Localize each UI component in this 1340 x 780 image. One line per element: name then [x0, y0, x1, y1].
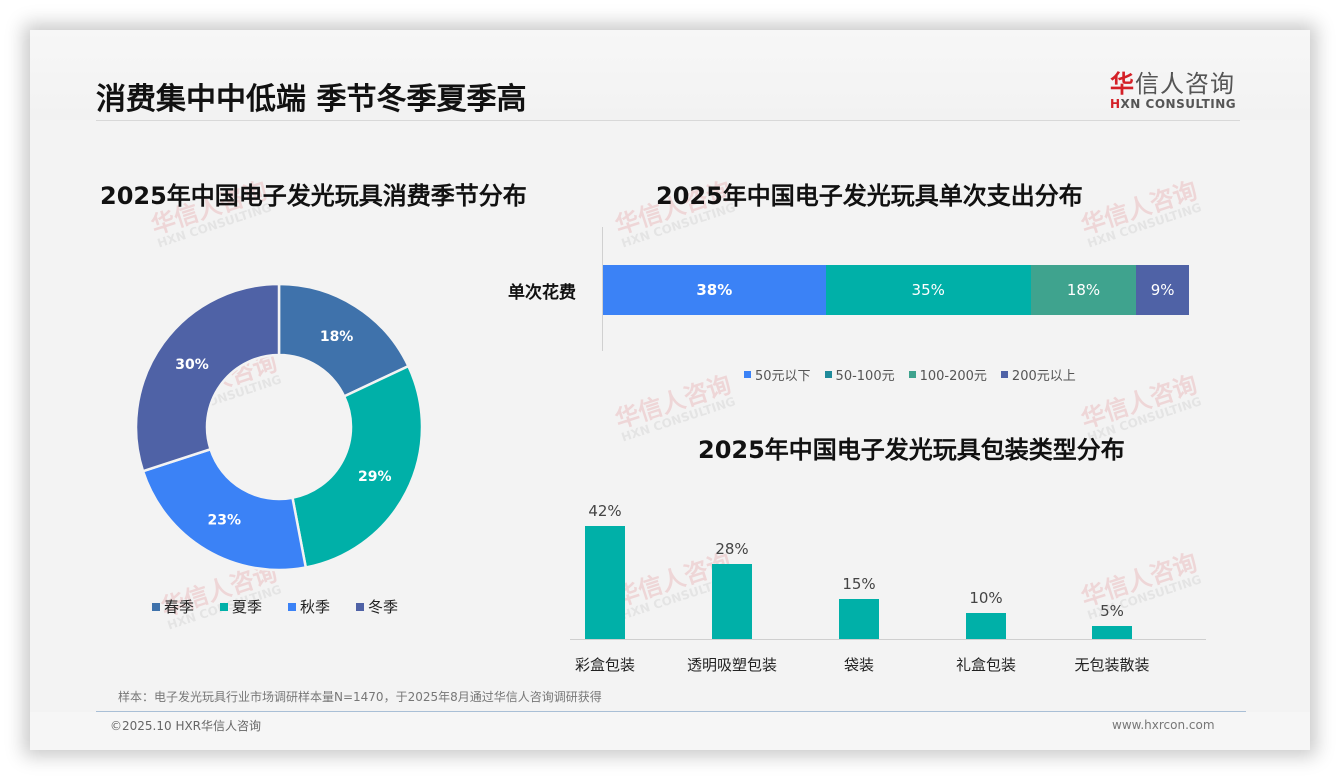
- stack-segment: 38%: [603, 265, 826, 315]
- stack-segment: 9%: [1136, 265, 1189, 315]
- legend-label: 100-200元: [919, 369, 987, 384]
- legend-swatch: [1000, 371, 1008, 378]
- package-chart-baseline: [570, 639, 1206, 640]
- legend-item: 50-100元: [824, 365, 895, 384]
- spend-chart-title: 2025年中国电子发光玩具单次支出分布: [656, 182, 1083, 210]
- logo-cn-rest: 信人咨询: [1135, 70, 1235, 98]
- header-band: [30, 30, 1310, 120]
- legend-swatch: [152, 602, 160, 611]
- spend-axis: [602, 227, 603, 351]
- legend-label: 夏季: [232, 598, 263, 616]
- legend-item: 50元以下: [744, 365, 811, 384]
- donut-slice-冬季: [134, 282, 281, 473]
- legend-label: 秋季: [300, 598, 331, 616]
- footer-band: [30, 712, 1310, 750]
- package-column-chart: 42% 28% 15% 10% 5%: [570, 500, 1206, 640]
- column-bar: [966, 612, 1006, 640]
- legend-item: 200元以上: [1000, 365, 1076, 384]
- column-category-label: 彩盒包装: [574, 656, 635, 674]
- legend-label: 200元以上: [1011, 369, 1076, 384]
- legend-swatch: [908, 371, 916, 378]
- donut-slice-秋季: [141, 447, 308, 572]
- donut-slice-label: 29%: [358, 469, 392, 485]
- column-value-label: 5%: [1100, 602, 1124, 621]
- page-title: 消费集中中低端 季节冬季夏季高: [96, 82, 527, 117]
- column-value-label: 10%: [969, 588, 1003, 607]
- logo-en-rest: XN CONSULTING: [1120, 97, 1237, 111]
- legend-item: 夏季: [220, 596, 262, 617]
- legend-item: 春季: [152, 596, 194, 617]
- legend-label: 50元以下: [755, 369, 811, 384]
- legend-item: 冬季: [356, 596, 398, 617]
- season-donut-chart: 18% 29% 23% 30%: [134, 282, 424, 572]
- column-value-label: 15%: [842, 575, 876, 594]
- footer-divider: [96, 711, 1246, 712]
- column-category-label: 礼盒包装: [955, 656, 1016, 674]
- column-category-label: 袋装: [843, 656, 874, 674]
- column-value-label: 28%: [715, 540, 749, 558]
- legend-swatch: [288, 602, 297, 611]
- column-bar: [839, 599, 879, 640]
- spend-legend: 50元以下 50-100元 100-200元 200元以上: [744, 365, 1076, 384]
- season-chart-title: 2025年中国电子发光玩具消费季节分布: [100, 182, 527, 210]
- legend-item: 秋季: [288, 596, 330, 617]
- stack-segment: 18%: [1030, 265, 1137, 315]
- sample-note: 样本：电子发光玩具行业市场调研样本量N=1470，于2025年8月通过华信人咨询…: [118, 690, 602, 704]
- donut-slice-label: 18%: [320, 329, 354, 345]
- legend-swatch: [220, 602, 229, 611]
- season-legend: 春季 夏季 秋季 冬季: [152, 596, 398, 617]
- package-chart-title: 2025年中国电子发光玩具包装类型分布: [698, 436, 1125, 464]
- website-link[interactable]: www.hxrcon.com: [1112, 718, 1215, 732]
- column-category-label: 透明吸塑包装: [686, 656, 777, 674]
- logo-en-red: H: [1110, 97, 1121, 111]
- legend-label: 春季: [164, 598, 195, 616]
- logo-cn-red: 华: [1110, 70, 1135, 98]
- header-divider: [96, 120, 1240, 121]
- legend-label: 冬季: [368, 598, 399, 616]
- legend-swatch: [356, 602, 365, 611]
- column-bar: [585, 526, 625, 640]
- legend-swatch: [824, 371, 832, 378]
- company-logo: 华信人咨询 HXN CONSULTING: [1110, 64, 1240, 111]
- column-value-label: 42%: [588, 502, 622, 520]
- slide: 消费集中中低端 季节冬季夏季高 华信人咨询 HXN CONSULTING 华信人…: [30, 30, 1310, 750]
- spend-category-label: 单次花费: [508, 283, 576, 303]
- column-category-label: 无包装散装: [1074, 656, 1150, 674]
- donut-slice-春季: [277, 282, 411, 399]
- legend-swatch: [744, 371, 751, 378]
- legend-label: 50-100元: [835, 369, 895, 384]
- donut-slice-label: 30%: [175, 357, 209, 373]
- donut-slice-label: 23%: [208, 513, 242, 529]
- spend-stacked-bar: 38% 35% 18% 9%: [603, 265, 1189, 315]
- legend-item: 100-200元: [908, 365, 987, 384]
- column-bar: [712, 564, 752, 640]
- copyright: ©2025.10 HXR华信人咨询: [110, 719, 262, 733]
- stack-segment: 35%: [825, 265, 1031, 315]
- donut-slice-夏季: [291, 364, 424, 569]
- column-bar: [1092, 626, 1132, 640]
